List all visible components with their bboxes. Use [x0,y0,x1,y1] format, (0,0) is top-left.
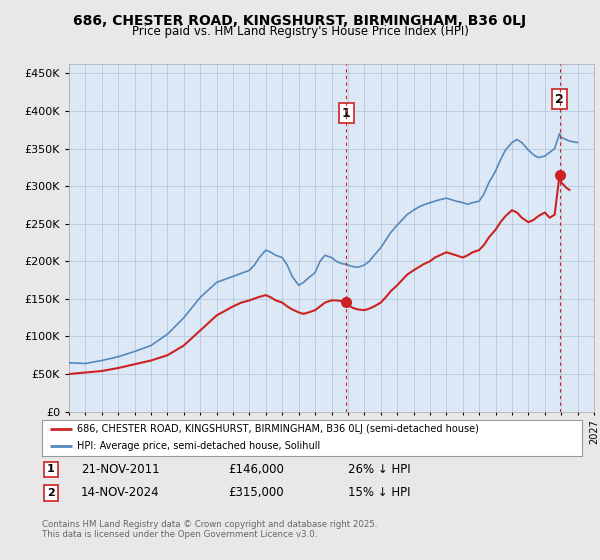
Text: 2: 2 [555,92,564,106]
Text: 2: 2 [47,488,55,498]
Text: 26% ↓ HPI: 26% ↓ HPI [348,463,410,476]
Text: 21-NOV-2011: 21-NOV-2011 [81,463,160,476]
Text: £146,000: £146,000 [228,463,284,476]
Text: 14-NOV-2024: 14-NOV-2024 [81,486,160,500]
Text: 686, CHESTER ROAD, KINGSHURST, BIRMINGHAM, B36 0LJ: 686, CHESTER ROAD, KINGSHURST, BIRMINGHA… [73,14,527,28]
Text: 15% ↓ HPI: 15% ↓ HPI [348,486,410,500]
Text: Price paid vs. HM Land Registry's House Price Index (HPI): Price paid vs. HM Land Registry's House … [131,25,469,38]
Text: £315,000: £315,000 [228,486,284,500]
Text: Contains HM Land Registry data © Crown copyright and database right 2025.
This d: Contains HM Land Registry data © Crown c… [42,520,377,539]
Text: 1: 1 [342,106,350,119]
Text: HPI: Average price, semi-detached house, Solihull: HPI: Average price, semi-detached house,… [77,441,320,451]
Text: 686, CHESTER ROAD, KINGSHURST, BIRMINGHAM, B36 0LJ (semi-detached house): 686, CHESTER ROAD, KINGSHURST, BIRMINGHA… [77,424,479,434]
Text: 1: 1 [47,464,55,474]
